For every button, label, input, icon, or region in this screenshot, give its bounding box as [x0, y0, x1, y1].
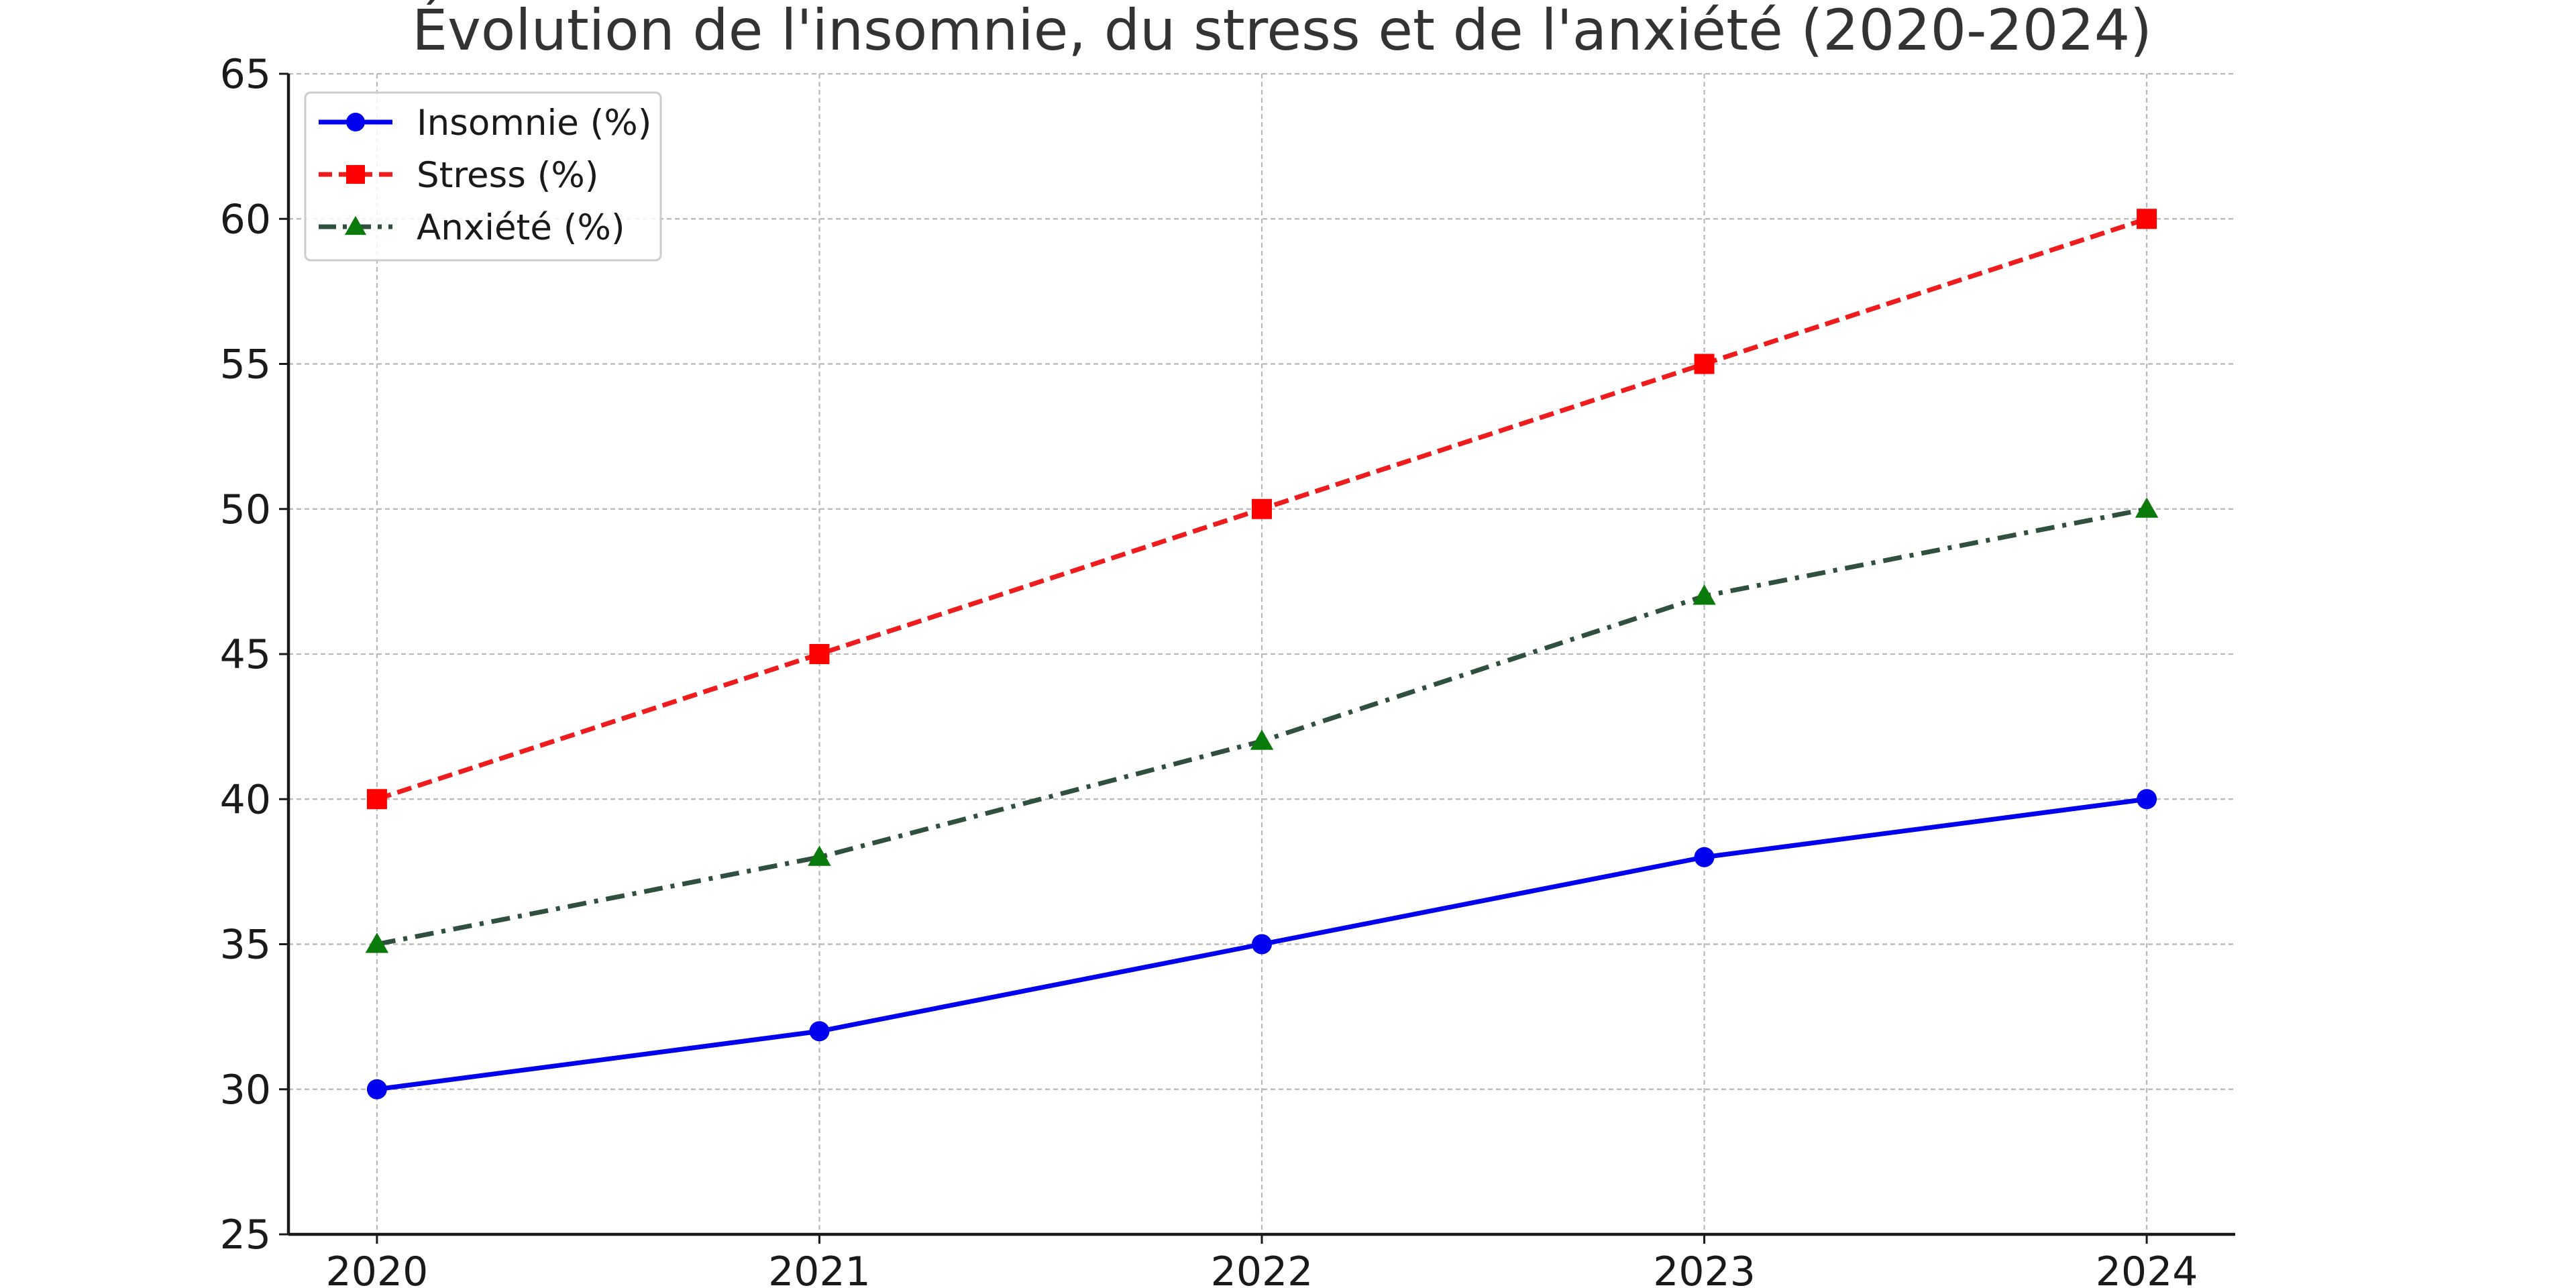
x-tick-label: 2020: [326, 1248, 429, 1288]
series-anxiete: [365, 497, 2159, 953]
legend-item-stress: Stress (%): [319, 155, 598, 196]
legend-label: Stress (%): [417, 155, 598, 196]
legend-label: Anxiété (%): [417, 207, 625, 248]
y-tick-label: 25: [220, 1212, 271, 1258]
legend-marker-anxiete: [344, 215, 367, 235]
legend-marker-stress: [346, 165, 365, 184]
axes: [279, 72, 2235, 1244]
chart-title: Évolution de l'insomnie, du stress et de…: [412, 0, 2152, 63]
tick-labels: 2020 2021 2022 2023 2024 25 30 35 40 45 50 55 60 65: [220, 51, 2198, 1288]
data-point-insomnie: [1252, 934, 1272, 955]
data-point-anxiete: [1250, 729, 1274, 750]
y-tick-label: 55: [220, 341, 271, 388]
x-tick-label: 2023: [1653, 1248, 1756, 1288]
y-tick-label: 65: [220, 51, 271, 98]
data-point-insomnie: [2137, 789, 2157, 810]
legend-label: Insomnie (%): [417, 103, 651, 144]
data-point-stress: [2137, 209, 2157, 229]
y-tick-label: 30: [220, 1067, 271, 1114]
data-point-anxiete: [808, 845, 831, 866]
legend-marker-insomnie: [346, 113, 365, 131]
legend-item-anxiete: Anxiété (%): [319, 207, 625, 248]
data-point-anxiete: [2135, 497, 2159, 518]
data-series: [365, 209, 2159, 1099]
legend: Insomnie (%) Stress (%) Anxiété (%): [304, 91, 662, 262]
x-tick-label: 2021: [768, 1248, 871, 1288]
y-tick-label: 50: [220, 486, 271, 533]
data-point-insomnie: [1694, 847, 1715, 867]
legend-item-insomnie: Insomnie (%): [319, 103, 651, 144]
series-stress: [366, 209, 2157, 810]
data-point-stress: [366, 789, 387, 810]
x-tick-label: 2024: [2096, 1248, 2198, 1288]
data-point-insomnie: [366, 1079, 387, 1099]
data-point-insomnie: [809, 1021, 830, 1042]
data-point-anxiete: [365, 932, 389, 953]
x-tick-label: 2022: [1211, 1248, 1313, 1288]
data-point-anxiete: [1693, 584, 1716, 605]
data-point-stress: [1694, 354, 1715, 374]
legend-box: [304, 91, 662, 262]
data-point-stress: [1252, 498, 1272, 519]
y-tick-label: 60: [220, 196, 271, 243]
data-point-stress: [809, 644, 830, 664]
y-tick-label: 45: [220, 631, 271, 678]
y-tick-label: 40: [220, 776, 271, 823]
y-tick-label: 35: [220, 922, 271, 969]
series-insomnie: [366, 789, 2157, 1099]
